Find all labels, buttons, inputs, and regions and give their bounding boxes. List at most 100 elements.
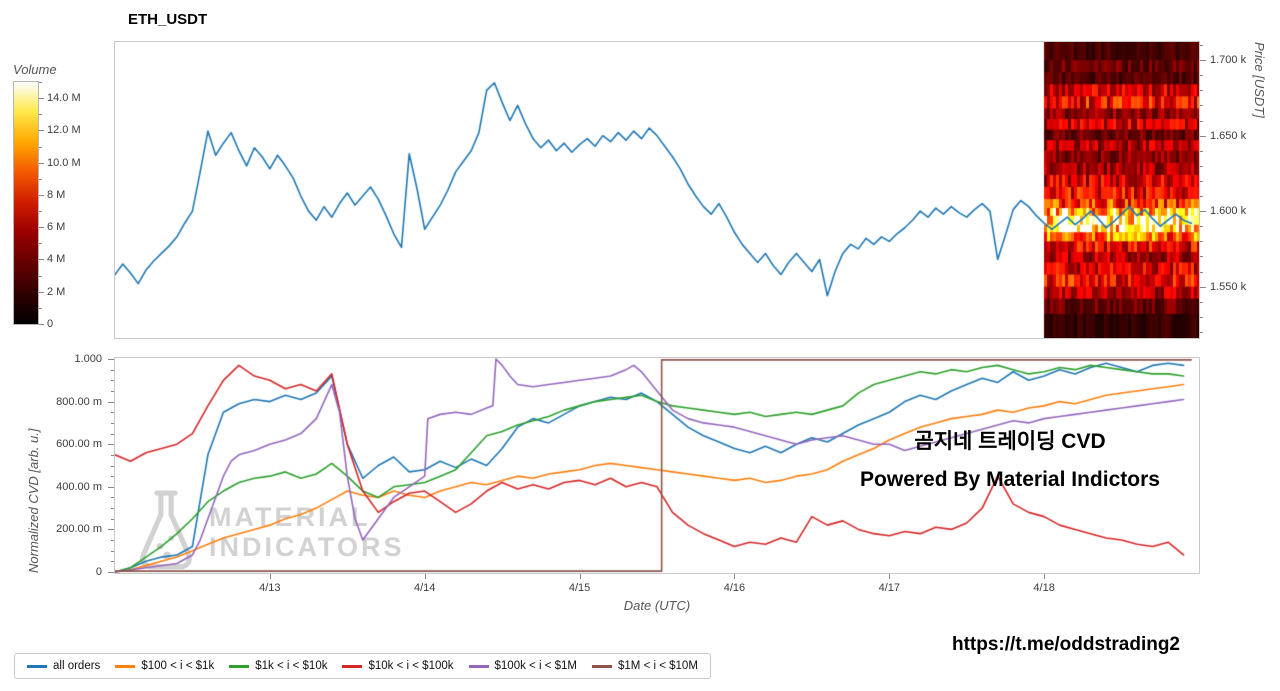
cvd-minor-tick	[111, 476, 114, 478]
cvd-major-tick	[108, 359, 114, 360]
price-minor-tick	[1200, 196, 1203, 198]
colorbar-tick-label: 2 M	[47, 285, 66, 298]
colorbar-minor-tick	[39, 275, 42, 277]
price-minor-tick	[1200, 226, 1203, 228]
colorbar-major-tick	[39, 130, 44, 132]
chart-overlay-text: 곰지네 트레이딩 CVD Powered By Material Indicto…	[820, 423, 1200, 499]
price-minor-tick	[1200, 105, 1203, 107]
legend-line-swatch	[229, 664, 250, 668]
cvd-major-tick	[108, 529, 114, 531]
legend-label: $10k < i < $100k	[368, 660, 454, 672]
date-tick-label: 4/13	[259, 582, 281, 594]
overlay-subtitle: Powered By Material Indictors	[860, 468, 1160, 491]
page-title: ETH_USDT	[128, 11, 208, 28]
legend-line-swatch	[592, 664, 612, 668]
legend-item-3[interactable]: $10k < i < $100k	[342, 660, 454, 672]
colorbar-minor-tick	[39, 211, 42, 213]
legend-item-4[interactable]: $100k < i < $1M	[468, 660, 577, 672]
date-tick	[424, 574, 426, 579]
price-tick-label: 1.600 k	[1210, 205, 1247, 218]
date-tick-label: 4/17	[878, 582, 900, 594]
date-tick	[889, 574, 891, 579]
date-tick	[734, 574, 736, 579]
cvd-minor-tick	[111, 422, 114, 424]
price-minor-tick	[1200, 150, 1203, 152]
legend-item-5[interactable]: $1M < i < $10M	[592, 660, 698, 672]
volume-colorbar	[13, 81, 39, 325]
price-minor-tick	[1200, 90, 1203, 92]
cvd-minor-tick	[111, 550, 114, 552]
cvd-minor-tick	[111, 433, 114, 435]
cvd-minor-tick	[111, 454, 114, 456]
date-tick-label: 4/14	[413, 582, 436, 594]
cvd-major-tick	[108, 401, 114, 403]
colorbar-major-tick	[39, 259, 44, 261]
legend-item-1[interactable]: $100 < i < $1k	[115, 660, 214, 672]
cvd-axis-label: Normalized CVD [arb. u.]	[26, 428, 41, 574]
cvd-chart-canvas	[115, 358, 1199, 573]
legend-label: all orders	[53, 660, 101, 672]
price-minor-tick	[1200, 45, 1203, 47]
colorbar-major-tick	[39, 324, 44, 325]
cvd-tick-label: 400.00 m	[56, 480, 102, 493]
legend-item-2[interactable]: $1k < i < $10k	[229, 660, 327, 672]
price-chart-canvas	[115, 42, 1199, 338]
colorbar-minor-tick	[39, 146, 42, 148]
price-tick-label: 1.650 k	[1210, 129, 1247, 142]
colorbar-title: Volume	[13, 62, 57, 77]
colorbar-tick-label: 0	[47, 318, 54, 330]
cvd-minor-tick	[111, 508, 114, 510]
date-tick	[1044, 574, 1046, 579]
cvd-minor-tick	[111, 412, 114, 414]
colorbar-major-tick	[39, 98, 44, 100]
cvd-minor-tick	[111, 465, 114, 467]
cvd-tick-label: 200.00 m	[56, 523, 102, 536]
price-major-tick	[1200, 60, 1206, 62]
date-tick	[269, 574, 271, 579]
volume-colorbar-gradient	[14, 82, 38, 324]
price-minor-tick	[1200, 241, 1203, 243]
cvd-minor-tick	[111, 390, 114, 392]
cvd-minor-tick	[111, 497, 114, 499]
colorbar-tick-label: 4 M	[47, 253, 66, 266]
colorbar-minor-tick	[39, 307, 42, 309]
colorbar-minor-tick	[39, 178, 42, 180]
overlay-title: 곰지네 트레이딩 CVD	[914, 430, 1106, 453]
cvd-tick-label: 0	[95, 566, 102, 578]
date-axis-ticks: 4/13 4/14 4/15 4/16 4/17 4/18	[115, 574, 1199, 604]
footer-telegram-link[interactable]: https://t.me/oddstrading2	[952, 634, 1180, 655]
colorbar-major-tick	[39, 194, 44, 196]
legend-line-swatch	[468, 664, 489, 668]
price-major-tick	[1200, 211, 1206, 213]
cvd-minor-tick	[111, 369, 114, 371]
price-minor-tick	[1200, 256, 1203, 258]
price-minor-tick	[1200, 271, 1203, 273]
colorbar-tick-area: 14.0 M 12.0 M 10.0 M 8 M 6 M 4 M 2 M 0	[39, 82, 119, 330]
price-axis-ticks: 1.550 k 1.600 k 1.650 k 1.700 k	[1200, 42, 1278, 338]
legend-item-0[interactable]: all orders	[27, 660, 100, 672]
legend-line-swatch	[342, 664, 363, 668]
cvd-major-tick	[108, 486, 114, 488]
colorbar-tick-label: 12.0 M	[47, 124, 81, 137]
price-minor-tick	[1200, 120, 1203, 122]
colorbar-minor-tick	[39, 114, 42, 116]
price-tick-label: 1.700 k	[1210, 54, 1247, 67]
legend-label: $1k < i < $10k	[255, 660, 328, 672]
date-tick-label: 4/18	[1033, 582, 1055, 594]
cvd-axis-ticks: 0 200.00 m 400.00 m 600.00 m 800.00 m 1.000	[0, 353, 114, 578]
price-chart-frame	[114, 41, 1200, 339]
price-axis-label: Price [USDT]	[1252, 42, 1267, 118]
colorbar-tick-label: 14.0 M	[47, 92, 81, 105]
price-major-tick	[1200, 135, 1206, 137]
cvd-major-tick	[108, 444, 114, 446]
cvd-chart-frame	[114, 357, 1200, 574]
cvd-minor-tick	[111, 380, 114, 382]
date-tick-label: 4/15	[568, 582, 591, 594]
colorbar-major-tick	[39, 291, 44, 293]
cvd-tick-label: 600.00 m	[56, 438, 102, 451]
colorbar-minor-tick	[39, 82, 42, 83]
price-tick-label: 1.550 k	[1210, 280, 1247, 293]
cvd-major-tick	[108, 572, 114, 573]
legend-line-swatch	[27, 664, 47, 668]
cvd-minor-tick	[111, 540, 114, 542]
